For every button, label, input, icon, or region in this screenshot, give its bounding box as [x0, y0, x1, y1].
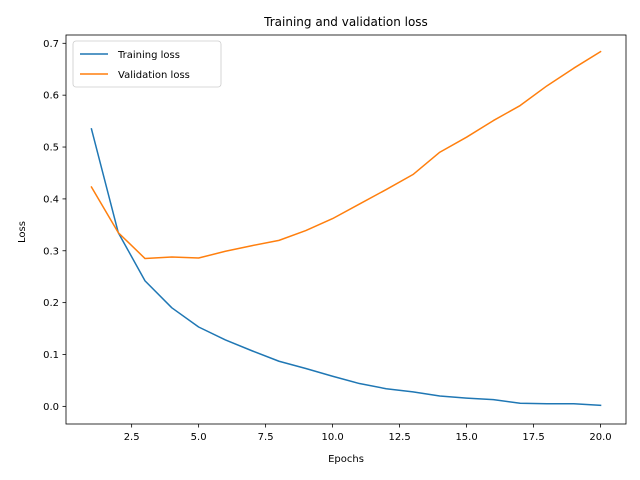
- y-tick-label: 0.5: [43, 143, 59, 154]
- legend-label: Validation loss: [118, 70, 190, 81]
- legend-label: Training loss: [117, 50, 180, 61]
- x-tick-label: 17.5: [522, 432, 544, 443]
- y-tick-label: 0.7: [43, 39, 59, 50]
- x-tick-label: 20.0: [589, 432, 611, 443]
- y-axis-label: Loss: [17, 221, 28, 243]
- y-tick-label: 0.1: [43, 350, 59, 361]
- x-tick-label: 15.0: [455, 432, 477, 443]
- x-tick-label: 10.0: [321, 432, 343, 443]
- y-tick-label: 0.4: [43, 194, 59, 205]
- axes-frame: [65, 34, 627, 425]
- x-axis-label: Epochs: [328, 454, 364, 465]
- x-tick-label: 12.5: [388, 432, 410, 443]
- x-tick-label: 5.0: [191, 432, 207, 443]
- y-tick-label: 0.2: [43, 298, 59, 309]
- y-tick-label: 0.6: [43, 91, 59, 102]
- legend-box: [72, 40, 222, 88]
- y-tick-label: 0.0: [43, 402, 59, 413]
- plot-area: 2.5 5.0 7.5 10.0 12.5 15.0 17.5 20.0 0.0 0.1 0.2 0.…: [43, 34, 627, 443]
- series-line-training-loss: [90, 127, 602, 407]
- x-tick-label: 2.5: [124, 432, 140, 443]
- y-tick-label: 0.3: [43, 246, 59, 257]
- series-line-validation-loss: [90, 50, 602, 260]
- chart-title: Training and validation loss: [263, 15, 428, 29]
- x-tick-label: 7.5: [258, 432, 274, 443]
